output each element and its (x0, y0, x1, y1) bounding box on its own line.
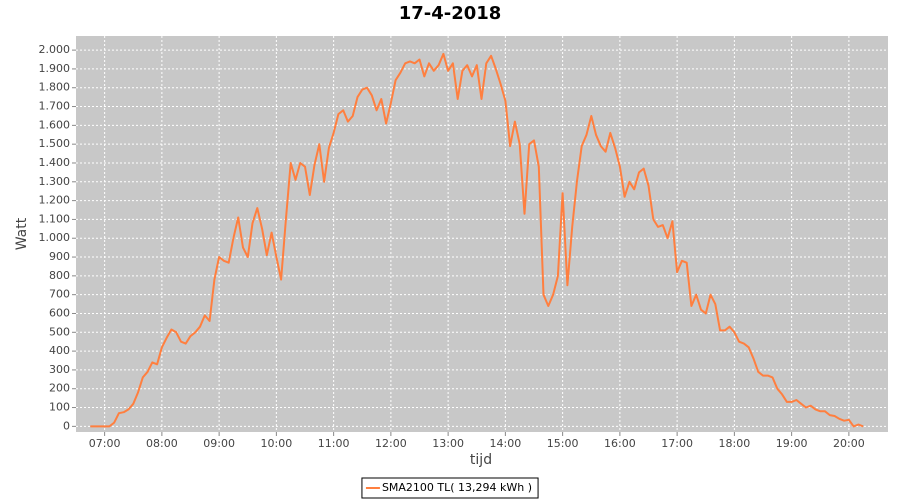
y-tick-label: 1.200 (39, 194, 71, 207)
y-tick-label: 1.500 (39, 137, 71, 150)
x-tick-label: 07:00 (89, 437, 121, 450)
x-tick-label: 17:00 (661, 437, 693, 450)
x-tick-label: 08:00 (146, 437, 178, 450)
x-tick-label: 11:00 (318, 437, 350, 450)
x-tick-label: 09:00 (203, 437, 235, 450)
y-tick-label: 0 (63, 419, 70, 432)
plot-area (76, 36, 888, 432)
x-tick-label: 20:00 (833, 437, 865, 450)
y-tick-label: 400 (49, 344, 70, 357)
x-tick-label: 18:00 (719, 437, 751, 450)
y-tick-label: 900 (49, 250, 70, 263)
y-tick-label: 2.000 (39, 43, 71, 56)
x-tick-label: 12:00 (375, 437, 407, 450)
y-tick-label: 1.600 (39, 118, 71, 131)
y-tick-label: 700 (49, 288, 70, 301)
y-tick-label: 800 (49, 269, 70, 282)
legend-box (361, 477, 539, 499)
x-tick-label: 16:00 (604, 437, 636, 450)
x-tick-label: 15:00 (547, 437, 579, 450)
x-tick-label: 14:00 (490, 437, 522, 450)
y-tick-label: 300 (49, 363, 70, 376)
y-tick-label: 1.800 (39, 81, 71, 94)
x-tick-label: 19:00 (776, 437, 808, 450)
y-tick-label: 1.000 (39, 231, 71, 244)
y-tick-label: 1.700 (39, 100, 71, 113)
y-tick-label: 1.300 (39, 175, 71, 188)
y-tick-label: 1.100 (39, 212, 71, 225)
y-tick-label: 500 (49, 325, 70, 338)
x-tick-label: 13:00 (432, 437, 464, 450)
y-tick-label: 600 (49, 306, 70, 319)
x-tick-label: 10:00 (261, 437, 293, 450)
data-line (90, 52, 864, 428)
y-tick-label: 200 (49, 382, 70, 395)
y-tick-label: 1.400 (39, 156, 71, 169)
chart-title: 17-4-2018 (399, 3, 502, 24)
y-axis-label: Watt (14, 217, 30, 250)
y-tick-label: 100 (49, 401, 70, 414)
legend-label: SMA2100 TL( 13,294 kWh ) (382, 481, 532, 494)
x-axis-label: tijd (470, 452, 492, 468)
y-tick-label: 1.900 (39, 62, 71, 75)
